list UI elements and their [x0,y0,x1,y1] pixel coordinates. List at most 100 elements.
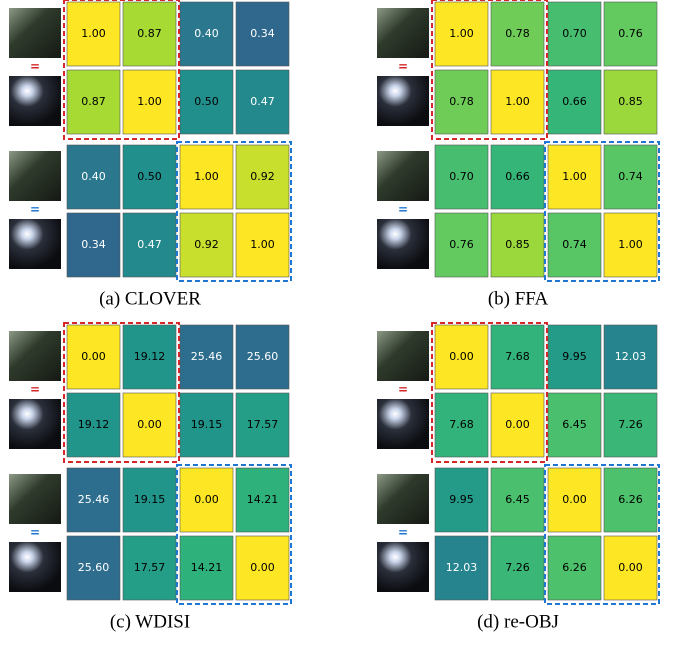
cell-label: 1.00 [81,27,106,40]
heatmap-cell [603,467,658,533]
cell-label: 0.78 [505,27,530,40]
thumbnail [377,542,429,592]
heatmap-cell [547,324,602,390]
heatmap-cell [179,535,234,601]
cell-label: 25.46 [191,350,223,363]
cell-label: 17.57 [247,418,279,431]
cell-label: 0.00 [137,418,162,431]
cell-label: 1.00 [618,238,643,251]
group-box [431,0,548,140]
heatmap-cell [66,535,121,601]
row-marker: = [30,526,40,540]
cell-label: 0.50 [137,170,162,183]
heatmap-cell [603,144,658,210]
heatmap-cell [235,1,290,67]
row-marker: = [30,383,40,397]
heatmap-cell [235,392,290,458]
cell-label: 0.85 [618,95,643,108]
group-box [63,322,180,463]
cell-label: 25.46 [78,493,110,506]
heatmap-cell [490,144,545,210]
group-box [63,0,180,140]
heatmap-cell [66,212,121,278]
heatmap-cell [547,69,602,135]
cell-label: 7.68 [449,418,474,431]
cell-label: 0.74 [618,170,643,183]
heatmap-cell [490,69,545,135]
cell-label: 0.66 [505,170,530,183]
heatmap-cell [547,535,602,601]
heatmap-cell [490,535,545,601]
cell-label: 0.40 [81,170,106,183]
cell-label: 0.00 [194,493,219,506]
cell-label: 0.92 [194,238,219,251]
heatmap-cell [547,212,602,278]
caption: (b) FFA [488,288,549,309]
cell-label: 0.85 [505,238,530,251]
cell-label: 14.21 [191,561,223,574]
cell-label: 17.57 [134,561,166,574]
cell-label: 0.40 [194,27,219,40]
heatmap-cell [547,1,602,67]
thumbnail [377,76,429,126]
caption: (c) WDISI [110,611,190,632]
cell-label: 7.26 [618,418,643,431]
cell-label: 6.26 [562,561,587,574]
cell-label: 9.95 [449,493,474,506]
row-marker: = [30,60,40,74]
heatmap-cell [235,69,290,135]
heatmap-cell [490,467,545,533]
row-marker: = [398,383,408,397]
heatmap-cell [122,535,177,601]
heatmap-cell [179,1,234,67]
cell-label: 0.00 [618,561,643,574]
heatmap-cell [122,69,177,135]
heatmap-cell [179,69,234,135]
cell-label: 0.00 [81,350,106,363]
cell-label: 12.03 [446,561,478,574]
cell-label: 0.74 [562,238,587,251]
heatmap-cell [66,144,121,210]
heatmap-cell [66,324,121,390]
cell-label: 0.92 [250,170,275,183]
heatmap-cell [434,467,489,533]
group-box [176,464,292,605]
heatmap-cell [490,324,545,390]
thumbnail [9,219,61,269]
cell-label: 0.50 [194,95,219,108]
heatmap-cell [547,467,602,533]
thumbnail [377,8,429,58]
thumbnail [377,219,429,269]
cell-label: 19.12 [134,350,166,363]
heatmap-cell [547,392,602,458]
cell-label: 1.00 [194,170,219,183]
group-box [431,322,548,463]
group-box [176,141,292,282]
heatmap-cell [603,69,658,135]
caption: (d) re-OBJ [477,611,559,632]
cell-label: 0.34 [81,238,106,251]
heatmap-cell [66,467,121,533]
heatmap-cell [434,324,489,390]
cell-label: 1.00 [505,95,530,108]
cell-label: 1.00 [562,170,587,183]
heatmap-cell [235,144,290,210]
heatmap-cell [434,392,489,458]
group-box [544,464,660,605]
thumbnail [9,76,61,126]
cell-label: 6.45 [505,493,530,506]
cell-label: 19.15 [134,493,166,506]
thumbnail [9,8,61,58]
heatmap-cell [179,212,234,278]
cell-label: 25.60 [78,561,110,574]
heatmap-cell [490,1,545,67]
heatmap-cell [603,392,658,458]
thumbnail [9,331,61,381]
heatmap-cell [66,1,121,67]
caption: (a) CLOVER [99,288,201,309]
heatmap-cell [66,69,121,135]
thumbnail [377,151,429,201]
heatmap-cell [490,212,545,278]
heatmap-cell [122,392,177,458]
